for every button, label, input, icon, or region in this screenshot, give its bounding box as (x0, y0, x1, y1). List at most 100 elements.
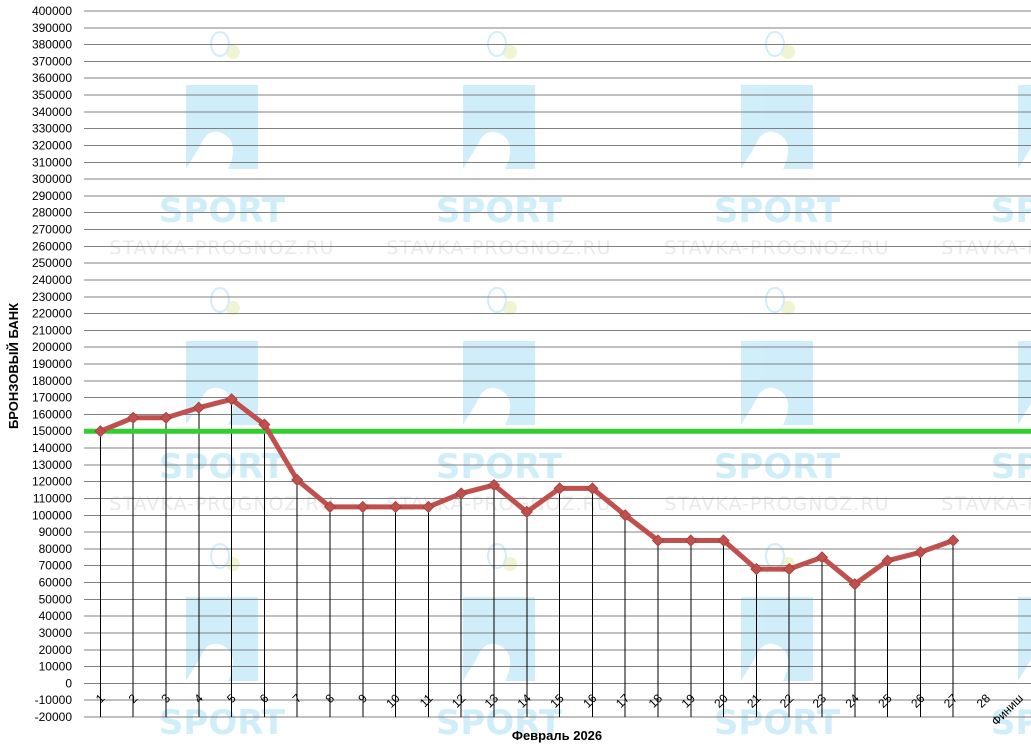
y-tick-label: 260000 (32, 239, 72, 253)
watermark-brand: SPORT (991, 703, 1031, 743)
watermark-brand: SPORT (436, 703, 563, 743)
ball-icon (781, 45, 795, 59)
y-tick-label: 20000 (39, 643, 73, 657)
data-point-21 (750, 563, 763, 576)
data-point-20 (717, 534, 730, 547)
x-tick-label: 24 (843, 691, 863, 711)
watermark-2: SPORT STAVKA-PROGNOZ.RU (664, 31, 889, 259)
data-point-19 (684, 534, 697, 547)
x-tick-label: 25 (875, 691, 895, 711)
watermark-brand: SPORT (436, 447, 563, 487)
y-tick-label: -10000 (35, 693, 73, 707)
watermark-brand: SPORT (714, 447, 841, 487)
y-tick-label: 270000 (32, 223, 72, 237)
player-icon (463, 597, 535, 681)
watermark-brand: SPORT (436, 191, 563, 231)
ball-icon (781, 301, 795, 315)
y-tick-label: 310000 (32, 155, 72, 169)
y-tick-label: 180000 (32, 374, 72, 388)
player-icon (463, 341, 535, 425)
player-icon (186, 597, 258, 681)
racket-icon (487, 31, 507, 57)
player-icon (741, 85, 813, 169)
y-tick-label: 370000 (32, 54, 72, 68)
y-tick-label: 360000 (32, 71, 72, 85)
data-point-12 (455, 487, 468, 500)
racket-icon (210, 287, 230, 313)
watermark-5: SPORT STAVKA-PROGNOZ.RU (386, 287, 611, 515)
x-tick-label: 27 (941, 691, 961, 711)
player-icon (741, 341, 813, 425)
x-tick-label: 18 (646, 691, 666, 711)
y-tick-label: 50000 (39, 592, 73, 606)
data-point-17 (619, 509, 632, 522)
y-tick-label: 40000 (39, 609, 73, 623)
data-point-3 (159, 411, 173, 424)
x-tick-label: 19 (679, 691, 699, 711)
watermark-site: STAVKA-PROGNOZ.RU (941, 493, 1031, 515)
player-icon (1018, 85, 1031, 169)
y-tick-label: 140000 (32, 441, 72, 455)
watermark-0: SPORT STAVKA-PROGNOZ.RU (109, 31, 334, 259)
player-icon (1018, 341, 1031, 425)
watermark-layer: SPORT STAVKA-PROGNOZ.RU SPORT STAVKA-PROGNO… (109, 31, 1031, 743)
data-point-22 (783, 563, 796, 576)
ball-icon (226, 301, 240, 315)
data-point-7 (291, 473, 304, 487)
y-tick-label: 290000 (32, 189, 72, 203)
data-point-16 (586, 482, 599, 495)
y-tick-label: 170000 (32, 391, 72, 405)
y-tick-label: 150000 (32, 424, 72, 438)
y-tick-label: 350000 (32, 88, 72, 102)
data-point-23 (815, 551, 829, 564)
watermark-6: SPORT STAVKA-PROGNOZ.RU (664, 287, 889, 515)
data-point-13 (487, 478, 501, 492)
data-point-2 (127, 411, 140, 424)
watermark-brand: SPORT (714, 191, 841, 231)
watermark-site: STAVKA-PROGNOZ.RU (664, 493, 889, 515)
data-point-9 (356, 500, 369, 513)
y-tick-label: 100000 (32, 508, 72, 522)
y-tick-labels: -20000 -10000 0 10000 20000 30000 40000 50000 60… (32, 4, 72, 724)
y-tick-label: 210000 (32, 323, 72, 337)
watermark-3: SPORT STAVKA-PROGNOZ.RU (941, 85, 1031, 259)
watermark-brand: SPORT (714, 703, 841, 743)
bank-series-markers (94, 393, 960, 591)
x-axis-title: Февраль 2026 (512, 728, 602, 743)
watermark-brand: SPORT (159, 703, 286, 743)
y-tick-label: 130000 (32, 458, 72, 472)
watermark-site: STAVKA-PROGNOZ.RU (109, 493, 334, 515)
y-tick-label: 0 (65, 676, 72, 690)
y-tick-label: 80000 (39, 542, 73, 556)
data-point-27 (947, 534, 960, 547)
ball-icon (226, 45, 240, 59)
y-tick-label: 400000 (32, 4, 72, 18)
drop-lines (99, 399, 954, 717)
y-tick-label: 250000 (32, 256, 72, 270)
watermark-7: SPORT STAVKA-PROGNOZ.RU (941, 341, 1031, 515)
y-axis-title: БРОНЗОВЫЙ БАНК (6, 303, 21, 429)
y-tick-label: 120000 (32, 475, 72, 489)
y-tick-label: 330000 (32, 122, 72, 136)
data-point-10 (389, 500, 402, 513)
watermark-1: SPORT STAVKA-PROGNOZ.RU (386, 31, 611, 259)
watermark-brand: SPORT (159, 447, 286, 487)
racket-icon (765, 287, 785, 313)
y-tick-label: 240000 (32, 273, 72, 287)
watermark-site: STAVKA-PROGNOZ.RU (109, 237, 334, 259)
y-tick-label: 10000 (39, 660, 73, 674)
racket-icon (765, 31, 785, 57)
player-icon (741, 597, 813, 681)
data-point-8 (323, 500, 337, 513)
watermark-brand: SPORT (991, 191, 1031, 231)
y-tick-label: 30000 (39, 626, 73, 640)
watermark-brand: SPORT (991, 447, 1031, 487)
watermark-brand: SPORT (159, 191, 286, 231)
y-tick-label: 300000 (32, 172, 72, 186)
y-tick-label: 110000 (33, 491, 72, 505)
